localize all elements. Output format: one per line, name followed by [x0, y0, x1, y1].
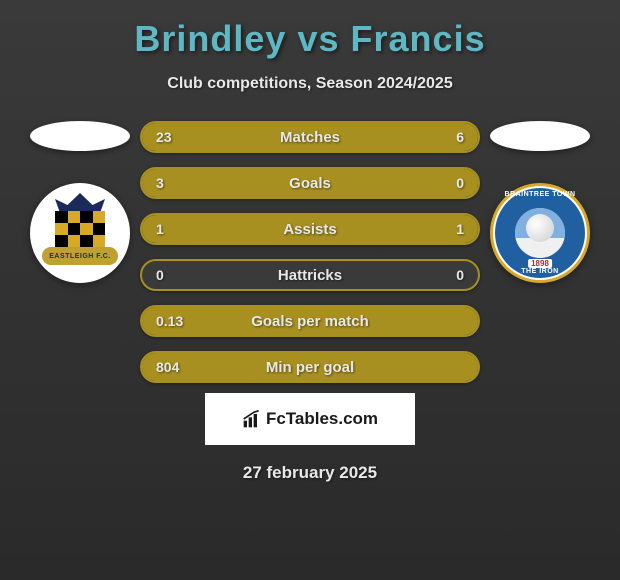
- club-right-center: [515, 208, 565, 258]
- page-title: Brindley vs Francis: [0, 18, 620, 60]
- stat-value-right: 0: [456, 267, 464, 283]
- content-wrap: EASTLEIGH F.C. 23 Matches 6 3 Goals 0: [0, 121, 620, 383]
- date-text: 27 february 2025: [0, 463, 620, 483]
- chart-icon: [242, 409, 262, 429]
- ball-icon: [526, 214, 554, 242]
- club-left-badge: EASTLEIGH F.C.: [30, 183, 130, 283]
- player-right-portrait-placeholder: [490, 121, 590, 151]
- club-right-text-top: BRAINTREE TOWN: [495, 191, 585, 198]
- stat-label: Hattricks: [278, 267, 342, 284]
- stat-value-left: 23: [156, 129, 172, 145]
- stat-label: Goals: [289, 175, 331, 192]
- club-left-banner: EASTLEIGH F.C.: [42, 247, 118, 265]
- club-right-badge-ring: BRAINTREE TOWN 1898 THE IRON: [495, 188, 585, 278]
- club-left-column: EASTLEIGH F.C.: [20, 121, 140, 283]
- stat-row-assists: 1 Assists 1: [140, 213, 480, 245]
- stat-bar-right: [407, 123, 478, 151]
- player-right-name: Francis: [351, 18, 486, 59]
- stat-bar-left: [142, 123, 407, 151]
- stat-value-right: 1: [456, 221, 464, 237]
- club-right-badge: BRAINTREE TOWN 1898 THE IRON: [490, 183, 590, 283]
- shield-icon: [55, 211, 105, 251]
- stat-value-left: 804: [156, 359, 179, 375]
- stat-label: Matches: [280, 129, 340, 146]
- stats-column: 23 Matches 6 3 Goals 0 1 Assists 1 0 Hat…: [140, 121, 480, 383]
- branding-banner[interactable]: FcTables.com: [205, 393, 415, 445]
- stat-value-left: 0: [156, 267, 164, 283]
- stat-value-left: 3: [156, 175, 164, 191]
- stat-row-goals: 3 Goals 0: [140, 167, 480, 199]
- subtitle: Club competitions, Season 2024/2025: [0, 75, 620, 93]
- stat-row-matches: 23 Matches 6: [140, 121, 480, 153]
- stat-row-goals-per-match: 0.13 Goals per match: [140, 305, 480, 337]
- player-left-portrait-placeholder: [30, 121, 130, 151]
- branding-text: FcTables.com: [266, 409, 378, 429]
- stat-value-right: 6: [456, 129, 464, 145]
- club-right-column: BRAINTREE TOWN 1898 THE IRON: [480, 121, 600, 283]
- stat-value-left: 0.13: [156, 313, 183, 329]
- stat-label: Assists: [283, 221, 336, 238]
- title-vs: vs: [297, 18, 339, 59]
- stat-row-min-per-goal: 804 Min per goal: [140, 351, 480, 383]
- club-right-text-bottom: THE IRON: [495, 268, 585, 275]
- club-left-badge-inner: EASTLEIGH F.C.: [40, 193, 120, 273]
- player-left-name: Brindley: [134, 18, 286, 59]
- comparison-widget: Brindley vs Francis Club competitions, S…: [0, 0, 620, 580]
- stat-label: Goals per match: [251, 313, 369, 330]
- stat-label: Min per goal: [266, 359, 354, 376]
- stat-value-right: 0: [456, 175, 464, 191]
- stat-row-hattricks: 0 Hattricks 0: [140, 259, 480, 291]
- club-right-year: 1898: [528, 259, 552, 268]
- stat-value-left: 1: [156, 221, 164, 237]
- crown-icon: [55, 193, 105, 213]
